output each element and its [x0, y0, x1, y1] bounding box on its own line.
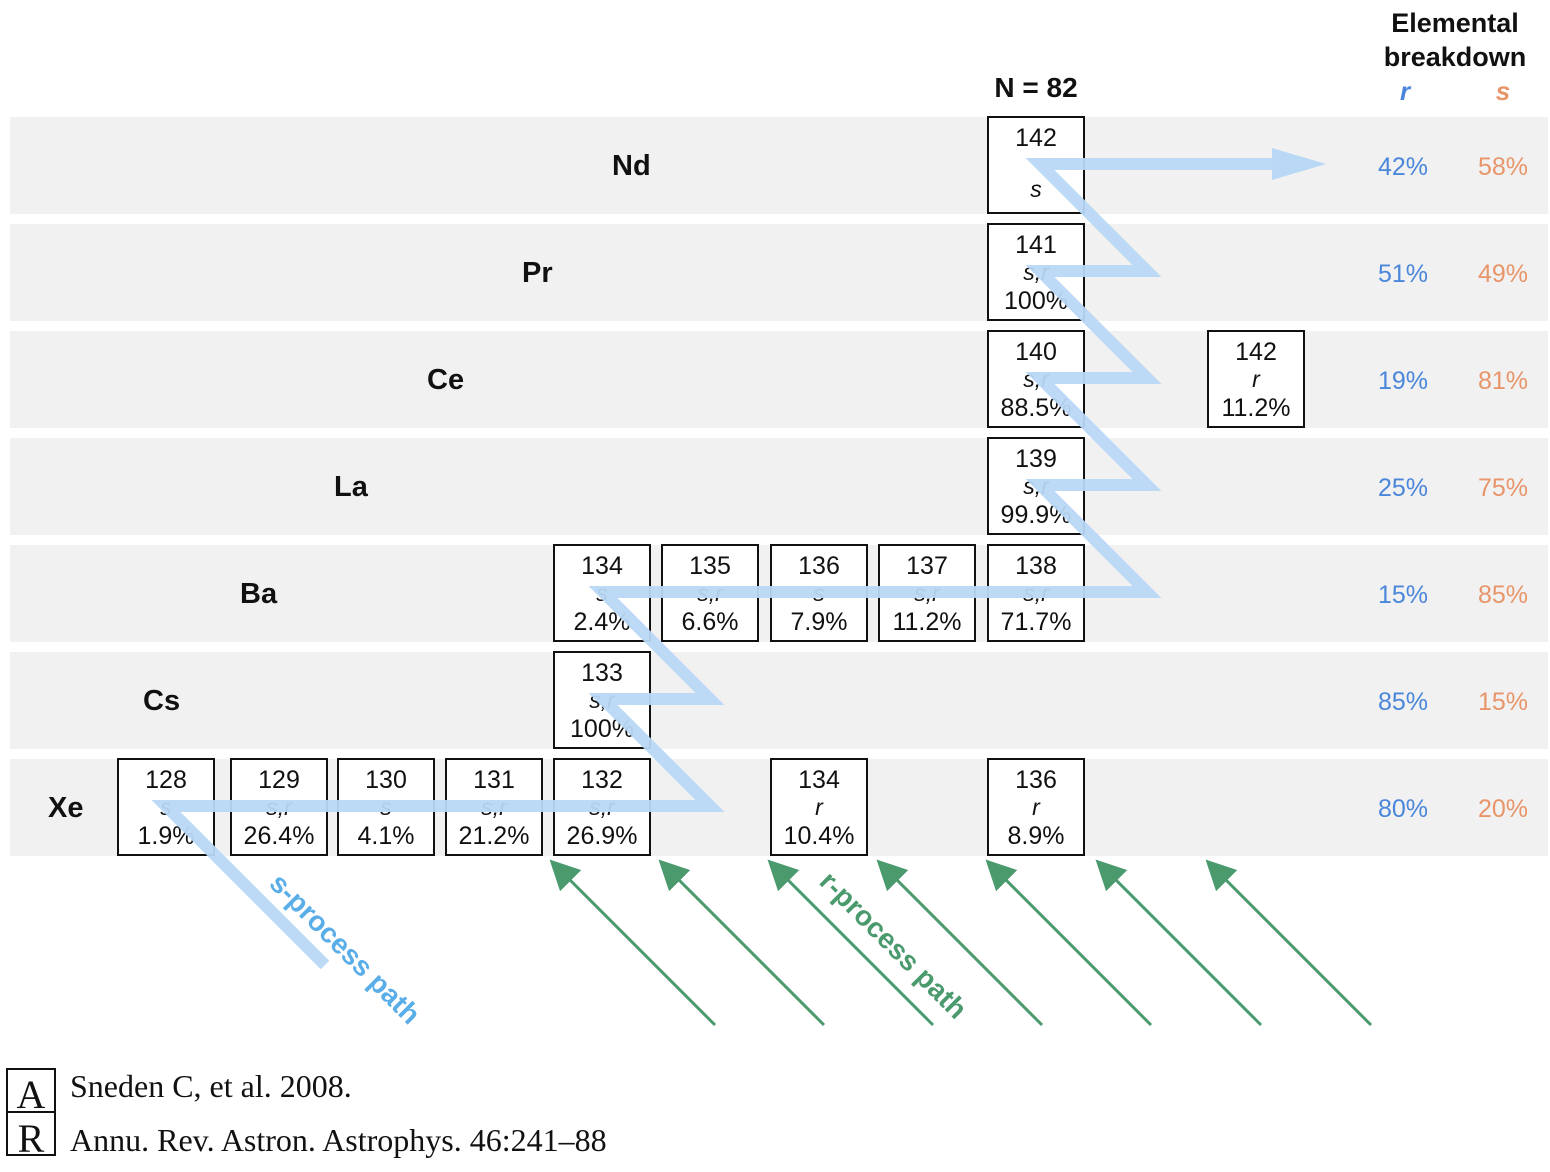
element-label-pr: Pr [522, 257, 553, 289]
r-process-arrow [876, 859, 1044, 1027]
r-process-arrow [549, 859, 717, 1027]
isotope-mass: 129 [258, 766, 300, 794]
isotope-xe136: 136 r 8.9% [987, 758, 1085, 856]
element-label-cs: Cs [143, 685, 181, 717]
s-column-header: s [1495, 76, 1511, 106]
isotope-process: s [1030, 176, 1042, 202]
svg-text:R: R [18, 1116, 45, 1156]
r-process-arrow [658, 859, 826, 1027]
s-process-path [151, 158, 1280, 970]
isotope-mass: 140 [1015, 338, 1057, 366]
magic-number-label: N = 82 [994, 72, 1078, 103]
isotope-abundance: 4.1% [357, 822, 415, 850]
isotope-process: r [1032, 794, 1040, 820]
s-percent-xe: 20% [1477, 795, 1529, 823]
isotope-mass: 139 [1015, 445, 1057, 473]
elemental-breakdown-title: Elemental breakdown [1370, 6, 1540, 74]
isotope-mass: 134 [798, 766, 840, 794]
isotope-mass: 135 [689, 552, 731, 580]
s-percent-la: 75% [1477, 474, 1529, 502]
isotope-mass: 136 [798, 552, 840, 580]
element-label-ba: Ba [240, 578, 278, 610]
s-percent-ce: 81% [1477, 367, 1529, 395]
r-process-arrow [1205, 859, 1373, 1027]
element-label-ce: Ce [427, 364, 465, 396]
r-column-header: r [1399, 76, 1411, 106]
annual-reviews-logo: A R [6, 1068, 56, 1156]
r-percent-pr: 51% [1377, 260, 1429, 288]
s-process-label: s-process path [264, 867, 427, 1030]
isotope-abundance: 6.6% [681, 608, 739, 636]
s-percent-cs: 15% [1477, 688, 1529, 716]
isotope-process: r [815, 794, 823, 820]
citation-line-1: Sneden C, et al. 2008. [70, 1068, 352, 1104]
element-label-la: La [334, 471, 368, 503]
r-percent-xe: 80% [1377, 795, 1429, 823]
isotope-abundance: 26.4% [243, 822, 315, 850]
isotope-mass: 132 [581, 766, 623, 794]
s-percent-nd: 58% [1477, 153, 1529, 181]
s-process-path-line [151, 158, 1280, 970]
isotope-mass: 141 [1015, 231, 1057, 259]
r-process-arrow [985, 859, 1153, 1027]
isotope-abundance: 26.9% [566, 822, 638, 850]
isotope-mass: 133 [581, 659, 623, 687]
citation-line-2: Annu. Rev. Astron. Astrophys. 46:241–88 [70, 1122, 607, 1158]
r-process-arrow [767, 859, 935, 1027]
r-process-label: r-process path [814, 865, 973, 1024]
isotope-abundance: 11.2% [892, 608, 962, 636]
isotope-abundance: 11.2% [1221, 394, 1291, 422]
elemental-breakdown-title-line1: Elemental [1391, 8, 1519, 38]
r-percent-nd: 42% [1377, 153, 1429, 181]
element-label-nd: Nd [612, 150, 651, 182]
s-percent-pr: 49% [1477, 260, 1529, 288]
row-band-pr [10, 224, 1548, 321]
isotope-abundance: 21.2% [458, 822, 530, 850]
isotope-mass: 142 [1235, 338, 1277, 366]
row-band-la [10, 438, 1548, 535]
r-process-arrows [549, 859, 1373, 1027]
svg-text:A: A [17, 1072, 46, 1117]
element-label-xe: Xe [48, 792, 84, 824]
r-process-arrow [1095, 859, 1263, 1027]
s-percent-ba: 85% [1477, 581, 1529, 609]
isotope-mass: 131 [473, 766, 515, 794]
isotope-mass: 137 [906, 552, 948, 580]
row-band-cs [10, 652, 1548, 749]
isotope-abundance: 10.4% [783, 822, 855, 850]
r-percent-ce: 19% [1377, 367, 1429, 395]
isotope-mass: 130 [365, 766, 407, 794]
elemental-breakdown-title-line2: breakdown [1383, 42, 1527, 72]
isotope-abundance: 71.7% [1000, 608, 1072, 636]
r-percent-la: 25% [1377, 474, 1429, 502]
isotope-abundance: 7.9% [790, 608, 848, 636]
isotope-abundance: 8.9% [1007, 822, 1065, 850]
isotope-mass: 134 [581, 552, 623, 580]
isotope-ce142: 142 r 11.2% [1207, 330, 1305, 428]
isotope-xe134: 134 r 10.4% [770, 758, 868, 856]
isotope-process: r [1252, 366, 1260, 392]
isotope-mass: 128 [145, 766, 187, 794]
r-percent-ba: 15% [1377, 581, 1429, 609]
isotope-mass: 136 [1015, 766, 1057, 794]
isotope-mass: 142 [1015, 124, 1057, 152]
isotope-mass: 138 [1015, 552, 1057, 580]
r-percent-cs: 85% [1377, 688, 1429, 716]
s-process-arrowhead [1272, 148, 1326, 180]
